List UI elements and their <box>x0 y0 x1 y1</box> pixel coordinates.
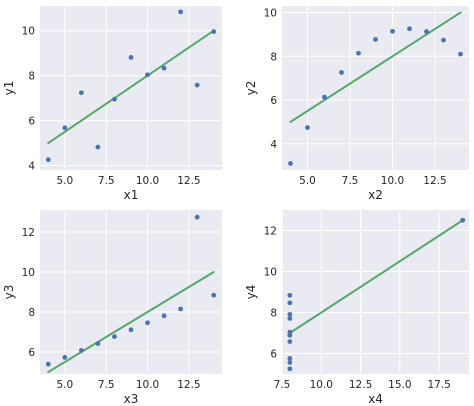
y-axis-label: y2 <box>244 81 258 96</box>
x-axis-label: x4 <box>368 392 383 406</box>
data-point <box>458 51 463 57</box>
y-tick-label: 10 <box>264 267 277 279</box>
data-point <box>145 72 150 78</box>
y-tick-label: 10 <box>22 26 35 38</box>
y-tick-label: 4 <box>270 139 277 151</box>
subplot-x3-y3: 5.0 7.5 10.0 12.5 6 8 10 12 x3 y3 <box>2 210 222 406</box>
x-tick-label: 15.0 <box>388 379 411 391</box>
data-point <box>287 292 293 298</box>
data-point <box>287 316 293 321</box>
x-tick-label: 12.5 <box>423 175 446 187</box>
data-point <box>62 125 68 131</box>
data-point <box>424 29 429 34</box>
x-axis-label: x1 <box>124 188 139 202</box>
data-point <box>373 37 378 42</box>
x-tick-label: 12.5 <box>349 379 372 391</box>
x-tick-label: 7.5 <box>98 175 115 187</box>
data-point <box>211 292 217 298</box>
subplot-x1-y1: 5.0 7.5 10.0 12.5 4 6 8 10 x1 y1 <box>2 6 222 202</box>
x-tick-label: 7.5 <box>342 175 359 187</box>
regression-line <box>47 271 215 373</box>
x-tick-label: 10.0 <box>136 379 159 391</box>
data-point <box>356 50 361 56</box>
y-tick-label: 8 <box>270 308 277 320</box>
x-tick-label: 7.5 <box>274 379 291 391</box>
plot-area <box>282 6 469 170</box>
x-tick-label: 12.5 <box>177 379 200 391</box>
data-point <box>78 348 84 353</box>
data-point <box>305 125 310 130</box>
data-point <box>128 327 134 333</box>
data-point <box>95 144 101 150</box>
x-tick-label: 5.0 <box>56 379 73 391</box>
y-tick-label: 8 <box>270 51 277 63</box>
y-axis-label: y4 <box>244 285 258 300</box>
y-tick-label: 6 <box>270 349 277 361</box>
data-point <box>45 361 51 367</box>
y-tick-label: 8 <box>28 307 35 319</box>
y-tick-label: 12 <box>264 226 277 238</box>
data-point <box>128 55 134 60</box>
data-point <box>287 332 293 338</box>
y-tick-label: 6 <box>28 116 35 128</box>
x-tick-label: 10.0 <box>310 379 333 391</box>
data-point <box>161 65 167 71</box>
y-axis-label: y1 <box>2 81 16 96</box>
data-point <box>407 26 412 32</box>
data-point <box>178 9 184 15</box>
x-tick-label: 10.0 <box>136 175 159 187</box>
data-point <box>287 366 293 372</box>
x-axis-label: x3 <box>124 392 139 406</box>
data-point <box>390 28 395 34</box>
data-point <box>287 300 293 306</box>
y-tick-label: 6 <box>28 347 35 359</box>
data-point <box>287 311 293 317</box>
data-point <box>194 82 200 88</box>
y-tick-label: 6 <box>270 95 277 107</box>
y-tick-label: 4 <box>28 161 35 173</box>
data-point <box>178 306 184 312</box>
data-point <box>145 320 150 326</box>
y-tick-label: 12 <box>22 227 35 239</box>
data-point <box>194 214 200 220</box>
data-point <box>287 339 293 345</box>
data-point <box>339 70 344 75</box>
x-tick-label: 7.5 <box>98 379 115 391</box>
y-axis-label: y3 <box>2 285 16 300</box>
regression-line <box>288 219 464 334</box>
plot-area <box>40 210 222 374</box>
data-point <box>78 90 84 96</box>
data-point <box>287 356 293 361</box>
data-point <box>161 313 167 319</box>
x-tick-label: 5.0 <box>299 175 316 187</box>
x-axis-label: x2 <box>368 188 383 202</box>
data-point <box>287 360 293 365</box>
data-point <box>95 341 101 346</box>
data-point <box>112 96 117 102</box>
data-point <box>211 29 217 35</box>
x-tick-label: 17.5 <box>427 379 450 391</box>
data-point <box>288 161 293 166</box>
data-point <box>112 334 117 339</box>
x-tick-label: 10.0 <box>381 175 404 187</box>
regression-line <box>289 11 462 123</box>
subplot-x4-y4: 7.5 10.0 12.5 15.0 17.5 6 8 10 12 x4 y4 <box>244 210 469 406</box>
x-tick-label: 5.0 <box>56 175 73 187</box>
x-tick-label: 12.5 <box>177 175 200 187</box>
data-point <box>460 217 466 223</box>
data-point <box>62 355 68 360</box>
data-point <box>45 157 51 163</box>
data-point <box>322 94 327 100</box>
data-point <box>441 37 446 43</box>
y-tick-label: 8 <box>28 71 35 83</box>
regression-line <box>47 29 215 145</box>
y-tick-label: 10 <box>22 267 35 279</box>
y-tick-label: 10 <box>264 8 277 20</box>
subplot-x2-y2: 5.0 7.5 10.0 12.5 4 6 8 10 x2 y2 <box>244 6 469 202</box>
